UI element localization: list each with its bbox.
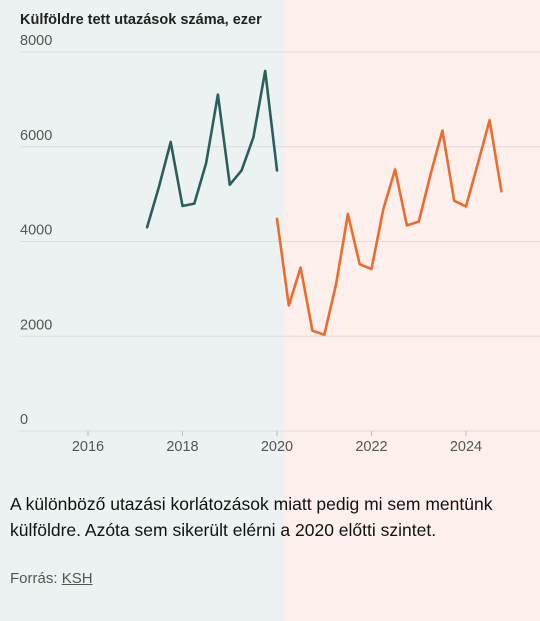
series-line-2 bbox=[275, 118, 503, 337]
y-tick-label: 0 bbox=[20, 412, 28, 428]
x-tick-label: 2016 bbox=[72, 439, 104, 455]
line-chart: 0 2000 4000 6000 8000 2016 2018 2020 2022 2024 bbox=[20, 33, 540, 455]
x-tick-label: 2018 bbox=[166, 439, 198, 455]
source-label: Forrás: bbox=[10, 570, 58, 587]
x-axis-ticks: 2016 2018 2020 2022 2024 bbox=[72, 431, 482, 455]
y-tick-label: 2000 bbox=[20, 317, 52, 333]
y-tick-label: 6000 bbox=[20, 128, 52, 144]
chart-caption: A különböző utazási korlátozások miatt p… bbox=[10, 494, 493, 540]
source-link[interactable]: KSH bbox=[61, 570, 93, 587]
x-tick-label: 2024 bbox=[450, 439, 482, 455]
y-tick-label: 8000 bbox=[20, 33, 52, 49]
post-2020-background bbox=[284, 0, 540, 621]
source-line: Forrás: KSH bbox=[10, 570, 93, 587]
y-axis-ticks: 0 2000 4000 6000 8000 bbox=[20, 33, 52, 428]
chart-title: Külföldre tett utazások száma, ezer bbox=[20, 12, 262, 28]
series-lines bbox=[145, 69, 503, 337]
x-tick-label: 2020 bbox=[261, 439, 293, 455]
pre-2020-background bbox=[0, 0, 284, 621]
series-line-1 bbox=[145, 69, 279, 229]
x-tick-label: 2022 bbox=[355, 439, 387, 455]
y-tick-label: 4000 bbox=[20, 223, 52, 239]
